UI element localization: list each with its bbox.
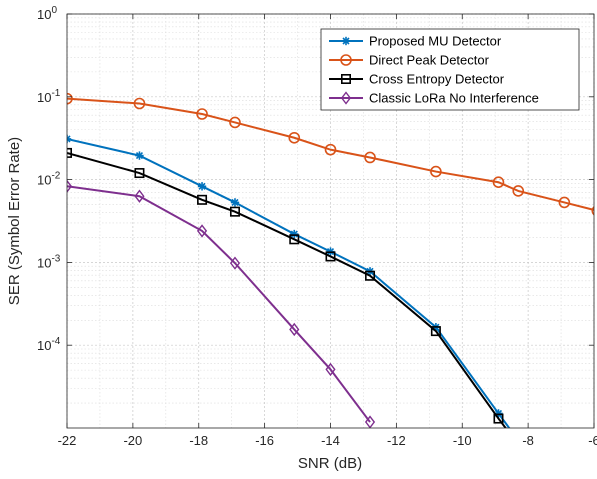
data-point xyxy=(197,194,208,205)
data-point xyxy=(365,270,376,281)
legend-marker xyxy=(340,91,352,105)
data-point xyxy=(492,176,505,189)
data-point xyxy=(67,92,73,105)
x-tick-label: -10 xyxy=(453,433,472,448)
data-point xyxy=(229,256,241,270)
series-line xyxy=(67,97,594,211)
data-point xyxy=(135,151,144,160)
data-point xyxy=(288,131,301,144)
y-tick-label: 10-3 xyxy=(37,253,61,270)
legend-label: Proposed MU Detector xyxy=(369,34,502,49)
data-point xyxy=(229,206,240,217)
data-point xyxy=(134,168,145,179)
data-point xyxy=(591,206,594,216)
series-1 xyxy=(67,92,594,216)
data-point xyxy=(325,251,336,262)
legend-entry-3: Classic LoRa No Interference xyxy=(329,91,539,106)
legend-entry-1: Direct Peak Detector xyxy=(329,53,490,68)
data-point xyxy=(558,196,571,209)
data-point xyxy=(67,147,72,158)
data-point xyxy=(134,189,145,203)
series-lines xyxy=(67,92,594,428)
axis-ticks: -22 -20 -18 -16 -14 -12 -10 -8 -6 10-4 10-3 10-2 10-… xyxy=(37,5,597,448)
legend-marker xyxy=(340,54,352,66)
y-tick-label: 10-2 xyxy=(37,171,61,188)
data-point xyxy=(67,134,72,144)
data-point xyxy=(229,116,241,129)
legend-marker xyxy=(341,36,351,46)
data-point xyxy=(364,151,376,164)
data-point xyxy=(324,143,337,156)
data-point xyxy=(230,198,240,207)
x-tick-label: -12 xyxy=(387,433,406,448)
legend-entry-0: Proposed MU Detector xyxy=(329,34,502,49)
x-tick-label: -8 xyxy=(522,433,534,448)
y-axis-label: SER (Symbol Error Rate) xyxy=(6,137,23,305)
legend: Proposed MU Detector Direct Peak Detector… xyxy=(320,28,580,111)
data-point xyxy=(196,108,208,120)
data-point xyxy=(493,413,504,424)
data-point xyxy=(325,362,336,377)
x-tick-label: -16 xyxy=(255,433,274,448)
x-tick-label: -14 xyxy=(321,433,340,448)
legend-label: Cross Entropy Detector xyxy=(369,72,505,87)
legend-label: Direct Peak Detector xyxy=(369,53,490,68)
legend-marker xyxy=(340,74,351,85)
data-point xyxy=(290,229,299,239)
legend-label: Classic LoRa No Interference xyxy=(369,91,539,106)
data-point xyxy=(512,185,525,197)
x-axis-label: SNR (dB) xyxy=(298,455,362,472)
x-tick-label: -6 xyxy=(588,433,597,448)
data-point xyxy=(430,326,441,337)
data-point xyxy=(289,234,300,245)
legend-box xyxy=(320,28,580,111)
series-line xyxy=(67,151,507,428)
legend-entry-2: Cross Entropy Detector xyxy=(329,72,505,87)
series-3 xyxy=(67,179,376,428)
data-point xyxy=(430,165,442,178)
series-line xyxy=(67,137,511,428)
y-tick-label: 10-4 xyxy=(37,336,61,353)
data-point xyxy=(364,415,376,428)
data-point xyxy=(196,224,208,238)
x-tick-label: -22 xyxy=(58,433,77,448)
data-point xyxy=(67,179,73,193)
x-tick-label: -18 xyxy=(189,433,208,448)
data-point xyxy=(289,322,300,337)
data-point xyxy=(197,182,207,191)
data-point xyxy=(133,97,146,110)
series-2 xyxy=(67,147,507,428)
x-tick-label: -20 xyxy=(123,433,142,448)
y-tick-label: 10-1 xyxy=(37,88,61,105)
series-line xyxy=(67,185,371,423)
y-tick-label: 100 xyxy=(37,5,57,22)
